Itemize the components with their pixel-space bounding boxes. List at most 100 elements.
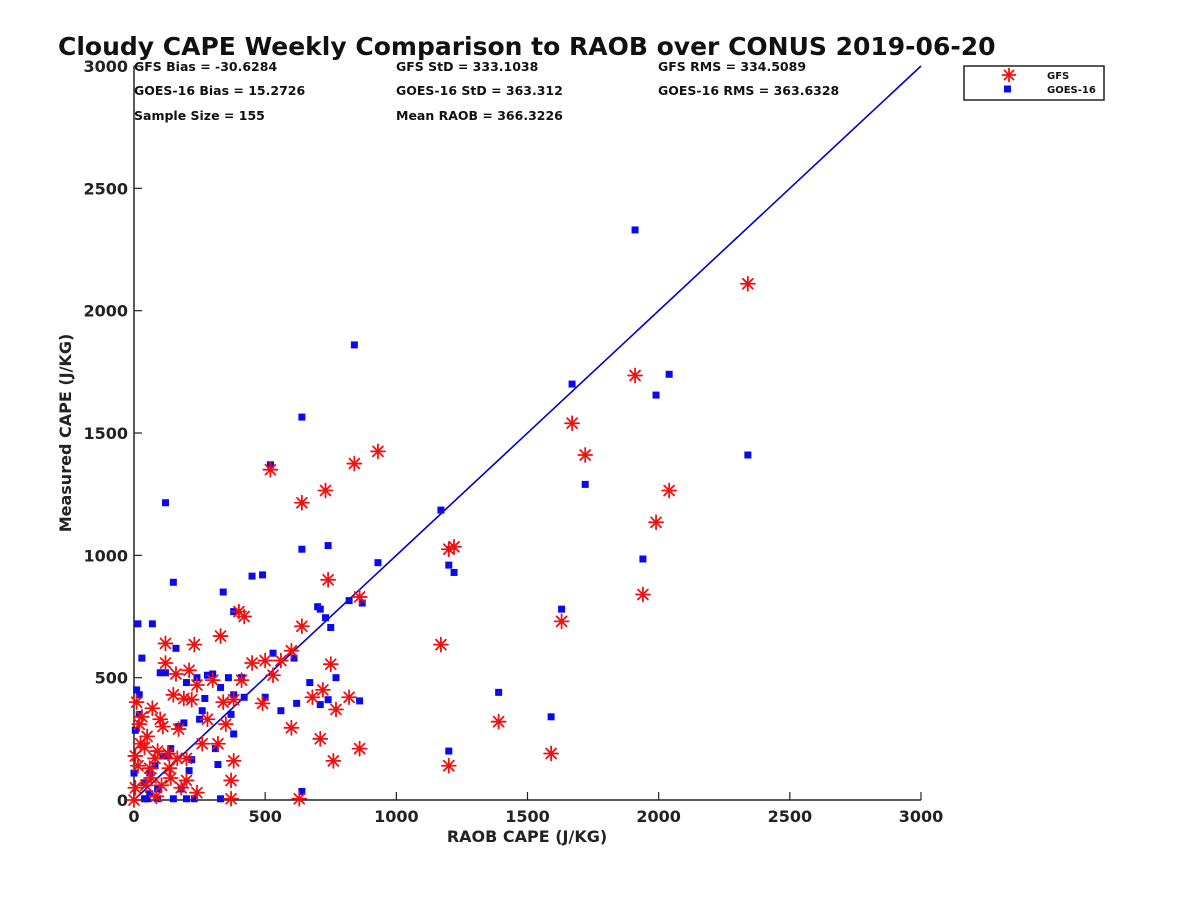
goes16-point xyxy=(217,795,225,803)
stat-goes-std: GOES-16 StD = 363.312 xyxy=(396,83,563,98)
goes16-point xyxy=(182,795,190,803)
goes16-point xyxy=(306,679,314,687)
gfs-point xyxy=(440,757,457,774)
gfs-point xyxy=(210,735,226,752)
goes16-point xyxy=(298,787,306,795)
markers-group xyxy=(126,226,756,808)
y-tick-label: 2500 xyxy=(83,179,128,198)
goes16-point xyxy=(324,696,332,704)
gfs-point xyxy=(147,750,163,767)
gfs-point xyxy=(648,514,664,531)
y-tick-label: 1500 xyxy=(83,424,128,443)
goes16-point xyxy=(324,542,332,550)
gfs-point xyxy=(577,447,594,463)
gfs-point xyxy=(293,494,310,511)
goes16-point xyxy=(581,480,589,488)
goes16-point xyxy=(248,572,256,580)
goes16-point xyxy=(211,745,219,753)
goes16-point xyxy=(744,451,752,459)
gfs-point xyxy=(157,655,174,671)
goes16-point xyxy=(350,341,358,349)
goes16-point xyxy=(130,769,138,777)
gfs-point xyxy=(346,455,363,472)
goes16-point xyxy=(327,624,335,632)
gfs-point xyxy=(127,779,144,796)
stat-goes-bias: GOES-16 Bias = 15.2726 xyxy=(134,83,305,98)
gfs-point xyxy=(189,677,205,693)
gfs-point xyxy=(661,482,678,499)
goes16-point xyxy=(188,756,196,764)
goes16-point xyxy=(665,370,673,378)
gfs-point xyxy=(351,589,368,605)
gfs-point xyxy=(170,721,187,737)
gfs-point xyxy=(128,694,145,711)
gfs-point xyxy=(169,750,186,767)
goes16-point xyxy=(161,499,169,507)
goes16-point xyxy=(214,761,222,769)
goes16-point xyxy=(217,683,225,691)
gfs-point xyxy=(322,656,339,673)
goes16-point xyxy=(316,701,324,709)
gfs-point xyxy=(131,716,148,733)
gfs-point xyxy=(244,655,260,671)
gfs-point xyxy=(153,777,170,794)
goes16-point xyxy=(314,603,322,611)
goes16-point xyxy=(358,599,366,607)
legend: GFS GOES-16 xyxy=(963,65,1105,101)
gfs-point xyxy=(194,735,211,752)
stats-block: GFS Bias = -30.6284 GFS StD = 333.1038 G… xyxy=(134,59,839,123)
goes16-point xyxy=(639,555,647,563)
goes16-point xyxy=(356,697,364,705)
gfs-point xyxy=(314,682,331,698)
gfs-point xyxy=(553,613,570,630)
gfs-point xyxy=(225,691,242,708)
gfs-point xyxy=(254,695,271,712)
goes16-point xyxy=(169,578,177,586)
gfs-point xyxy=(178,772,195,789)
gfs-point xyxy=(564,415,580,432)
legend-box xyxy=(963,65,1105,101)
x-tick-label: 500 xyxy=(248,807,281,826)
gfs-point xyxy=(223,772,239,789)
series-gfs xyxy=(126,275,756,808)
gfs-point xyxy=(173,779,190,796)
stat-goes-rms: GOES-16 RMS = 363.6328 xyxy=(658,83,839,98)
gfs-point xyxy=(446,538,462,555)
x-axis-label: RAOB CAPE (J/KG) xyxy=(447,827,607,846)
goes16-point xyxy=(138,654,146,662)
goes16-point xyxy=(190,795,198,803)
gfs-point xyxy=(189,784,205,801)
gfs-point xyxy=(341,689,358,706)
gfs-point xyxy=(265,667,281,684)
gfs-point xyxy=(127,748,144,764)
gfs-point xyxy=(215,694,232,711)
y-tick-label: 500 xyxy=(95,669,128,688)
gfs-point xyxy=(627,367,643,384)
goes16-point xyxy=(259,571,267,579)
reference-line-group xyxy=(133,65,922,801)
gfs-point xyxy=(262,461,279,478)
goes16-point xyxy=(269,649,277,657)
goes16-point xyxy=(631,226,639,234)
gfs-point xyxy=(293,618,310,635)
gfs-point xyxy=(161,760,178,777)
gfs-point xyxy=(132,735,149,752)
stat-gfs-bias: GFS Bias = -30.6284 xyxy=(134,59,277,74)
gfs-point xyxy=(490,713,507,730)
stat-gfs-rms: GFS RMS = 334.5089 xyxy=(658,59,806,74)
gfs-point xyxy=(204,672,221,689)
legend-goes-marker xyxy=(1004,85,1011,93)
goes16-point xyxy=(322,614,330,622)
gfs-point xyxy=(283,642,300,659)
chart-title: Cloudy CAPE Weekly Comparison to RAOB ov… xyxy=(58,32,996,61)
gfs-point xyxy=(186,636,203,653)
goes16-point xyxy=(298,413,306,421)
goes16-point xyxy=(133,686,141,694)
goes16-point xyxy=(161,669,169,677)
gfs-point xyxy=(273,652,289,669)
goes16-point xyxy=(131,726,139,734)
gfs-point xyxy=(328,701,344,718)
goes16-point xyxy=(277,707,285,715)
gfs-point xyxy=(168,666,184,682)
goes16-point xyxy=(445,561,453,569)
